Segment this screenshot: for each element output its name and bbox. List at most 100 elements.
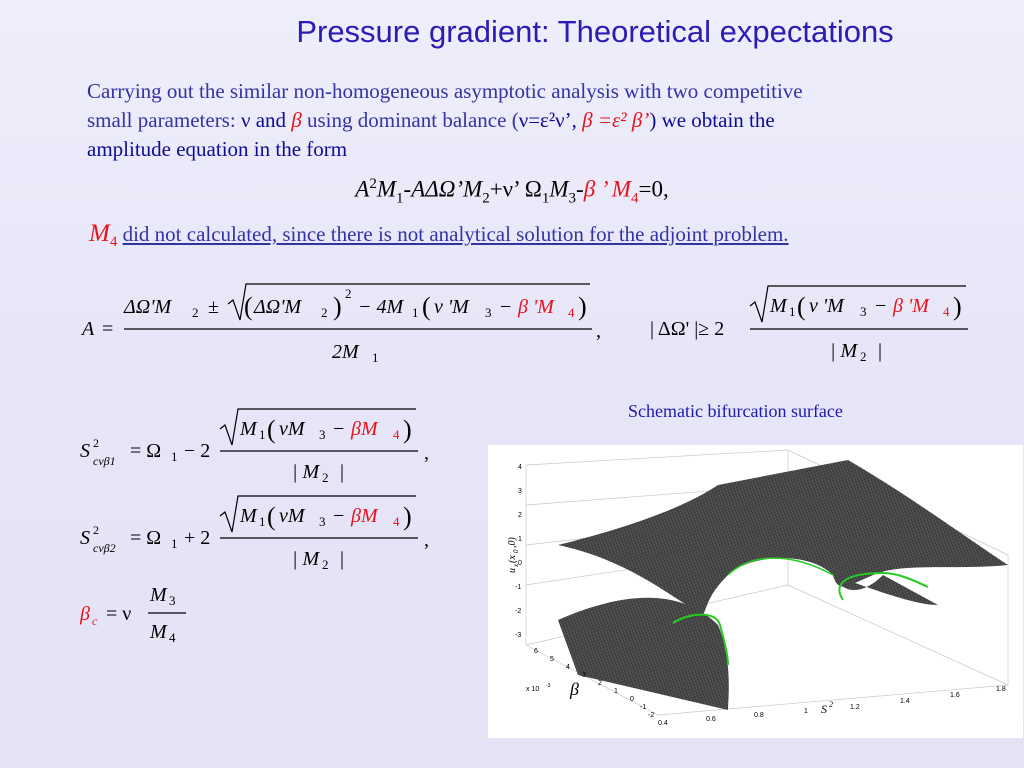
formula-A-den: 2M bbox=[332, 341, 360, 363]
eq-A-power: 2 bbox=[369, 176, 377, 192]
beta-tick-2: 2 bbox=[598, 680, 602, 687]
m4-symbol: M bbox=[89, 220, 110, 247]
svg-text:(x: (x bbox=[507, 555, 518, 563]
beta-tick-m2: -2 bbox=[648, 712, 654, 719]
bifurcation-surface-plot: 4 3 2 1 0 -1 -2 -3 6 5 4 3 2 1 0 -1 -2 x… bbox=[488, 445, 1023, 738]
s2-m1: M bbox=[239, 505, 258, 527]
edge-curve-right bbox=[838, 571, 929, 601]
eq-minus: - bbox=[576, 176, 584, 202]
s1-minus: − bbox=[333, 418, 344, 440]
bifurcation-surface-svg: 4 3 2 1 0 -1 -2 -3 6 5 4 3 2 1 0 -1 -2 x… bbox=[507, 449, 1009, 727]
s-axis-label-sup: 2 bbox=[829, 700, 833, 709]
s1-m1-sub: 1 bbox=[259, 427, 266, 442]
s-tick-1.8: 1.8 bbox=[996, 686, 1006, 693]
slide-title: Pressure gradient: Theoretical expectati… bbox=[296, 14, 894, 49]
beta-c-num: M bbox=[149, 584, 168, 606]
formula-A-beta-term: β 'M bbox=[517, 296, 555, 318]
beta-tick-4: 4 bbox=[566, 664, 570, 671]
s1-beta-sub: 4 bbox=[393, 427, 400, 442]
formula-A-den-sub: 1 bbox=[372, 350, 379, 365]
eq-nu-omega: +ν’ Ω bbox=[489, 176, 542, 202]
formula-A-beta-sub: 4 bbox=[568, 305, 575, 320]
eq-omega-sub: 1 bbox=[541, 190, 550, 207]
beta-c-sub: c bbox=[92, 614, 98, 628]
svg-text:u: u bbox=[507, 568, 518, 573]
intro-line-1: Carrying out the similar non-homogeneous… bbox=[87, 79, 803, 103]
beta-tick-6: 6 bbox=[534, 648, 538, 655]
beta-tick-m1: -1 bbox=[640, 704, 646, 711]
formula-A-num-a: ΔΩ'M bbox=[123, 296, 172, 318]
m4-note-text: did not calculated, since there is not a… bbox=[122, 222, 789, 246]
formula-A-paren-open: ( bbox=[244, 292, 253, 321]
axis-labels: u x (x 0 ,0) β S 2 bbox=[507, 537, 833, 717]
eq-M3-sub: 3 bbox=[568, 190, 577, 207]
eq-M3: M bbox=[549, 176, 569, 202]
delta-cond-beta-sub: 4 bbox=[943, 304, 950, 319]
s2-minus: − bbox=[333, 505, 344, 527]
formula-S2: S 2 cvβ2 = Ω 1 + 2 M 1 ( νM 3 − βM 4 ) |… bbox=[80, 495, 429, 572]
eq-M1-sub: 1 bbox=[396, 190, 404, 207]
formula-A-minus: − bbox=[500, 296, 511, 318]
s2-sign: + 2 bbox=[184, 527, 210, 549]
surface-lower-right bbox=[833, 575, 938, 605]
edge-curve-top bbox=[727, 557, 834, 576]
s1-beta-term: βM bbox=[350, 418, 379, 440]
s1-S: S bbox=[80, 440, 90, 462]
formula-A-num-a-sub: 2 bbox=[192, 305, 199, 320]
formula-A: A = ΔΩ'M 2 ± ( ΔΩ'M 2 ) 2 − 4M 1 ( ν 'M … bbox=[80, 283, 601, 365]
s-tick-1.6: 1.6 bbox=[950, 692, 960, 699]
formula-S1: S 2 cvβ1 = Ω 1 − 2 M 1 ( νM 3 − βM 4 ) |… bbox=[80, 408, 429, 485]
beta-symbol: β bbox=[291, 108, 302, 132]
delta-cond-nu-sub: 3 bbox=[860, 304, 867, 319]
delta-cond-minus: − bbox=[875, 295, 886, 317]
s1-m1: M bbox=[239, 418, 258, 440]
beta-tick-3: 3 bbox=[582, 672, 586, 679]
s2-den-sub: 2 bbox=[322, 557, 329, 572]
delta-cond-den-sub: 2 bbox=[860, 349, 867, 364]
intro-line-2: small parameters: ν and β using dominant… bbox=[87, 106, 977, 135]
s1-eq: = Ω bbox=[130, 440, 161, 462]
svg-text:x: x bbox=[512, 563, 520, 568]
delta-cond-den: | M bbox=[830, 340, 858, 362]
s-ticks: 0.4 0.6 0.8 1 1.2 1.4 1.6 1.8 bbox=[658, 686, 1006, 727]
s2-nu-term: νM bbox=[279, 505, 306, 527]
delta-cond-paren-open: ( bbox=[797, 292, 806, 321]
using-text: using dominant balance ( bbox=[301, 108, 519, 132]
s1-sqrt bbox=[219, 408, 416, 446]
s-tick-1.2: 1.2 bbox=[850, 704, 860, 711]
s2-o-sub: 1 bbox=[171, 536, 178, 551]
formula-A-comma: , bbox=[596, 320, 601, 342]
eq-M2-sub: 2 bbox=[482, 190, 490, 207]
s1-sign: − 2 bbox=[184, 440, 210, 462]
beta-ticks: 6 5 4 3 2 1 0 -1 -2 x 10 -3 bbox=[526, 648, 654, 719]
s2-m1-sub: 1 bbox=[259, 514, 266, 529]
formula-beta-c: β c = ν M 3 M 4 bbox=[79, 584, 186, 645]
s1-nu-term: νM bbox=[279, 418, 306, 440]
formula-A-pm: ± bbox=[208, 296, 219, 318]
beta-exponent-power: -3 bbox=[546, 683, 551, 689]
z-ticks: 4 3 2 1 0 -1 -2 -3 bbox=[515, 464, 522, 639]
s2-paren-close: ) bbox=[403, 502, 412, 531]
s1-sub: cvβ1 bbox=[93, 454, 116, 468]
delta-cond-m1-sub: 1 bbox=[789, 304, 796, 319]
beta-c-eq: = ν bbox=[106, 603, 131, 625]
beta-tick-0: 0 bbox=[630, 696, 634, 703]
surface-lower-left bbox=[558, 597, 729, 710]
eq-M2: M bbox=[463, 176, 483, 202]
balance-close: ) bbox=[649, 108, 657, 132]
delta-cond-den-close: | bbox=[878, 340, 882, 362]
beta-exponent: x 10 bbox=[526, 686, 539, 693]
eq-A: A bbox=[355, 176, 370, 202]
eq-M4: M bbox=[611, 176, 631, 202]
formula-A-paren2-close: ) bbox=[578, 292, 587, 321]
s1-paren-open: ( bbox=[267, 415, 276, 444]
formula-A-lhs: A bbox=[80, 318, 95, 340]
s1-comma: , bbox=[424, 442, 429, 464]
beta-c-den-sub: 4 bbox=[169, 630, 176, 645]
s2-sup: 2 bbox=[93, 523, 99, 537]
s2-beta-sub: 4 bbox=[393, 514, 400, 529]
s1-nu-sub: 3 bbox=[319, 427, 326, 442]
s1-paren-close: ) bbox=[403, 415, 412, 444]
delta-cond-nu-term: ν 'M bbox=[809, 295, 845, 317]
plot-caption: Schematic bifurcation surface bbox=[628, 401, 843, 421]
